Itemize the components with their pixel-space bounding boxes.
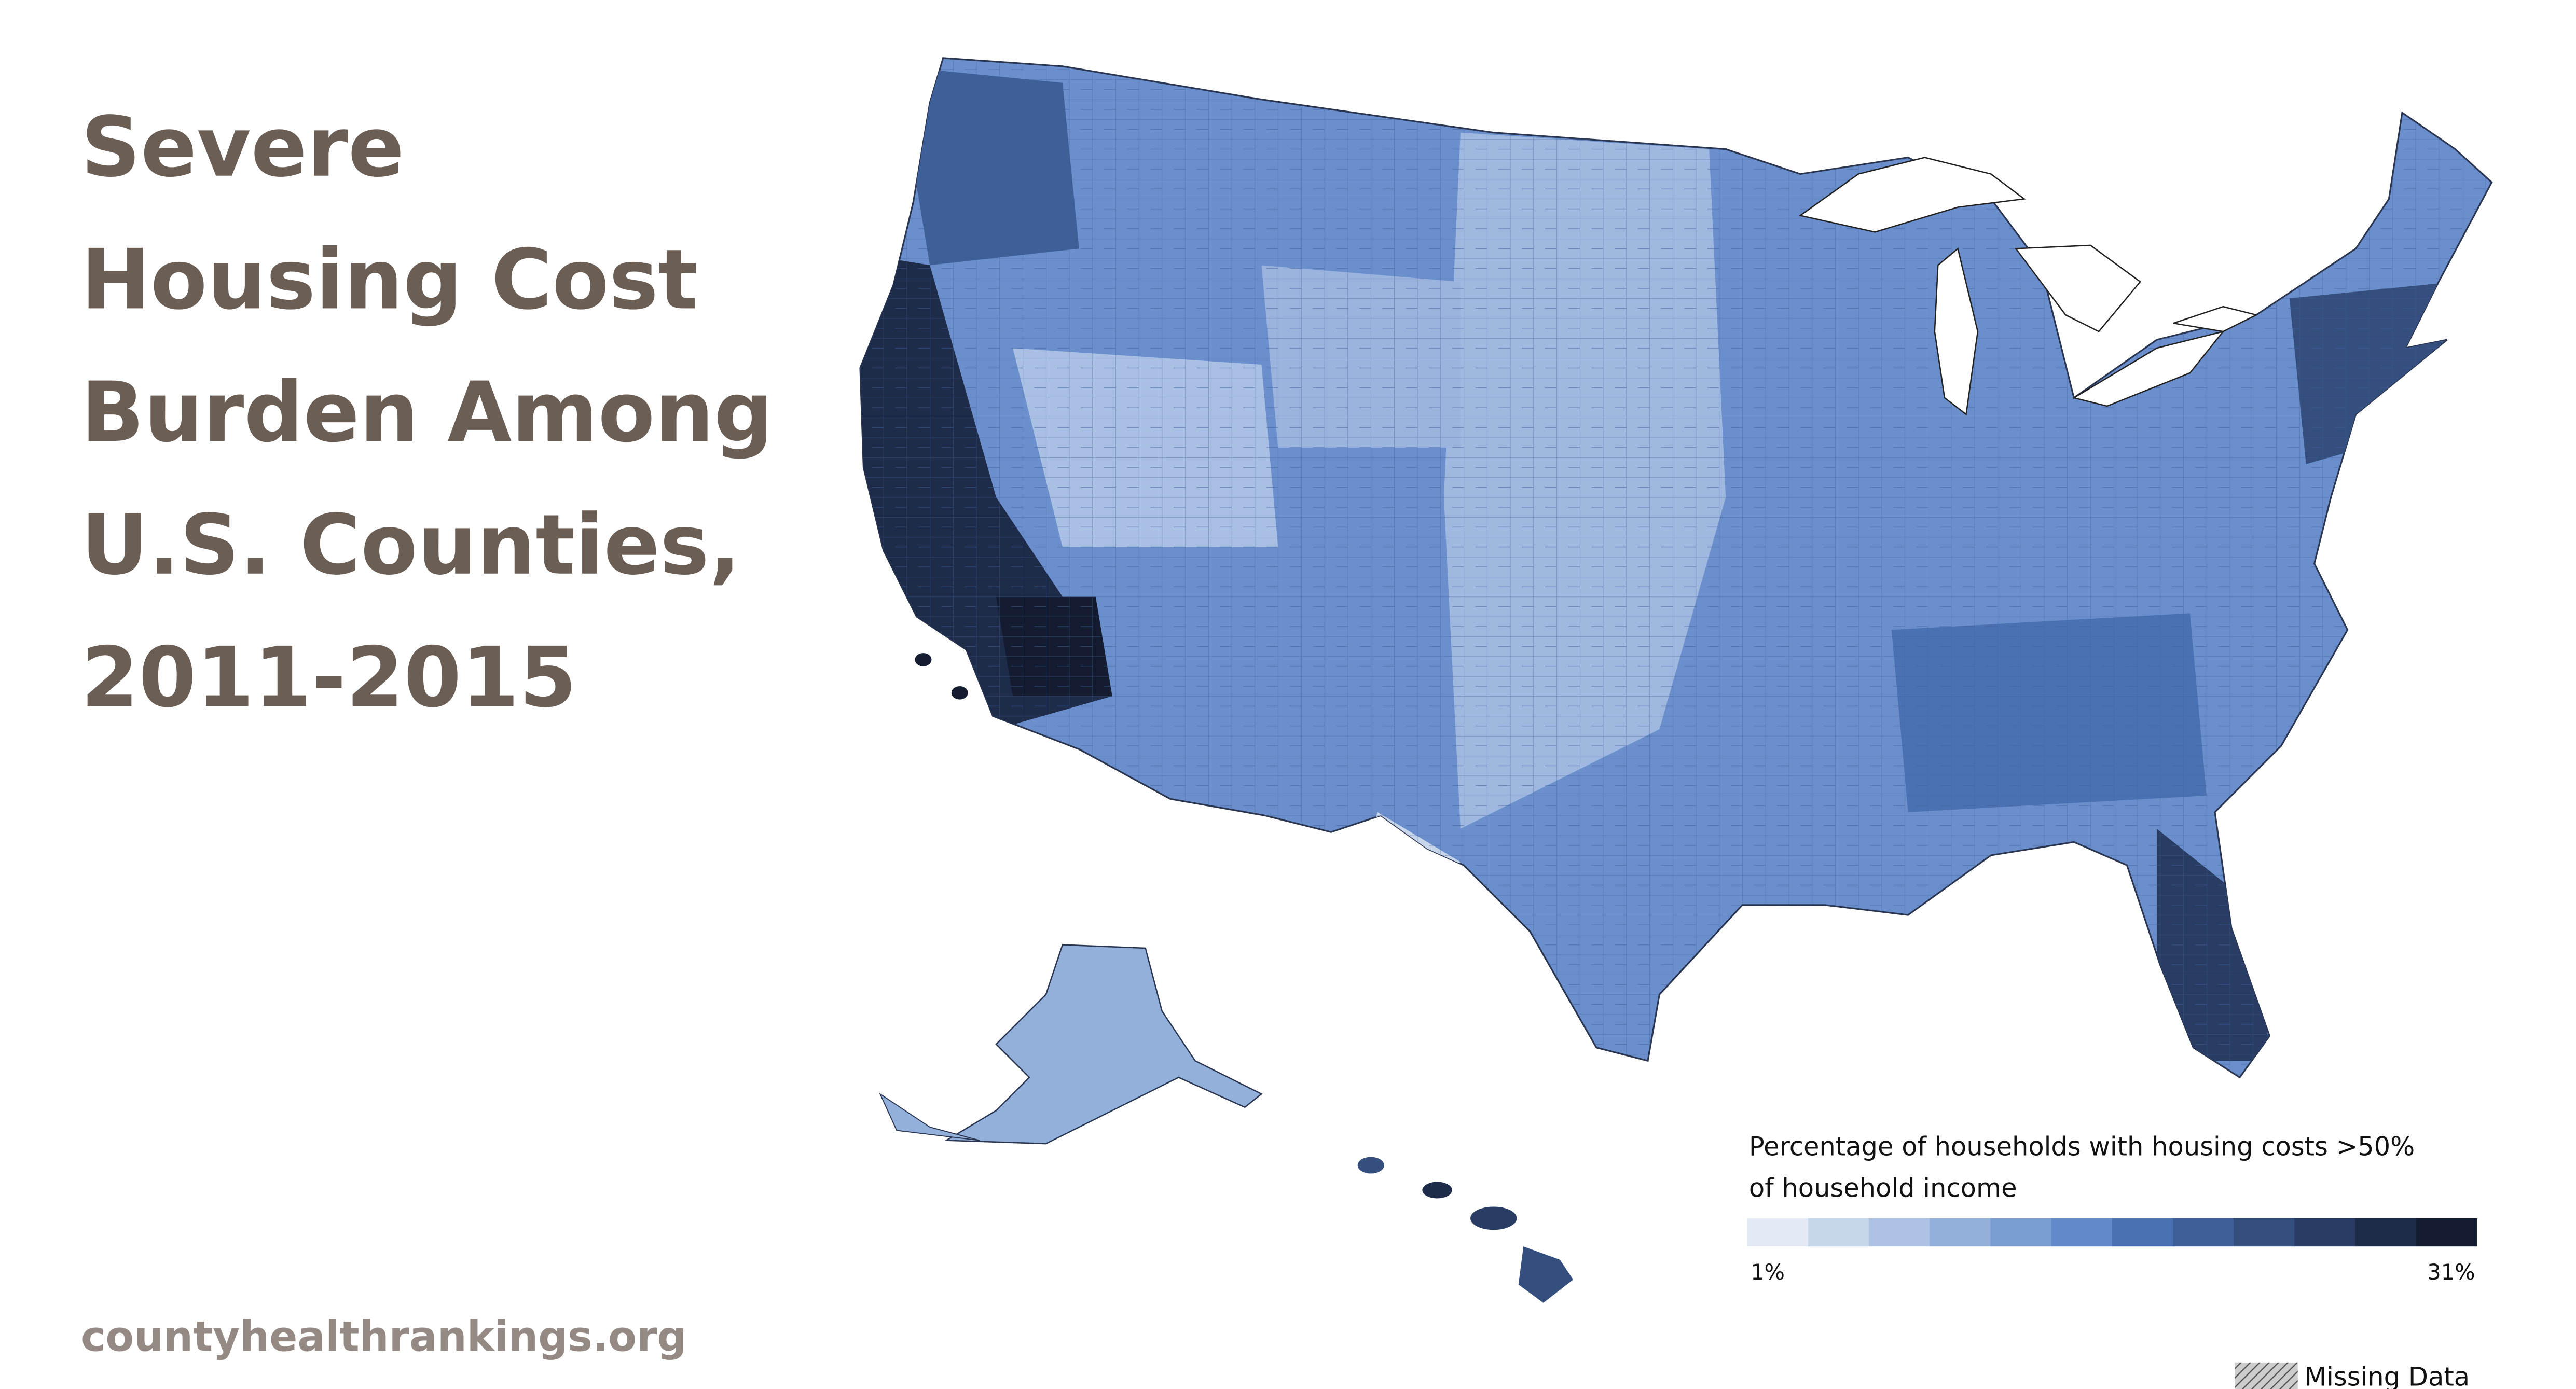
legend-swatch [1808,1218,1870,1247]
map [859,57,2493,1303]
legend-scale [1747,1218,2477,1247]
legend-swatch [1990,1218,2052,1247]
lake-michigan [1934,247,1979,416]
legend-title: of household income [1749,1173,2017,1203]
legend-swatch [2416,1218,2477,1247]
legend-swatch [2172,1218,2235,1247]
channel-islands [951,686,968,700]
missing-label: Missing Data [2304,1362,2470,1389]
title-line: 2011-2015 [81,629,577,726]
title-line: U.S. Counties, [81,497,741,593]
lake-huron [2014,244,2141,332]
lake-ontario [2173,305,2258,332]
legend-title: Percentage of households with housing co… [1749,1131,2415,1161]
legend-swatch [1869,1218,1931,1247]
channel-islands [915,653,932,666]
hawaii-big-island [1518,1246,1574,1303]
hawaii-kauai [1357,1157,1384,1174]
legend-swatch [2051,1218,2113,1247]
title-line: Burden Among [81,364,773,461]
hawaii-maui [1470,1206,1517,1230]
lake-erie [2072,330,2225,407]
source: countyhealthrankings.org [81,1312,687,1360]
missing-swatch [2235,1362,2298,1389]
hawaii-oahu [1422,1182,1452,1199]
title-line: Severe [81,99,404,196]
legend-min-label: 1% [1751,1259,1785,1285]
legend-swatch [2112,1218,2173,1247]
legend-swatch [2294,1218,2356,1247]
legend-swatch [2355,1218,2417,1247]
legend-swatch [2234,1218,2295,1247]
legend-swatch [1747,1218,1809,1247]
lake-superior [1798,157,2026,233]
title: Severe Housing Cost Burden Among U.S. Count… [81,99,773,726]
legend: Percentage of households with housing co… [1747,1131,2477,1389]
alaska [944,944,1263,1145]
legend-max-label: 31% [2427,1259,2475,1285]
aleutians [879,1092,980,1141]
title-line: Housing Cost [81,231,698,328]
legend-swatch [1930,1218,1991,1247]
